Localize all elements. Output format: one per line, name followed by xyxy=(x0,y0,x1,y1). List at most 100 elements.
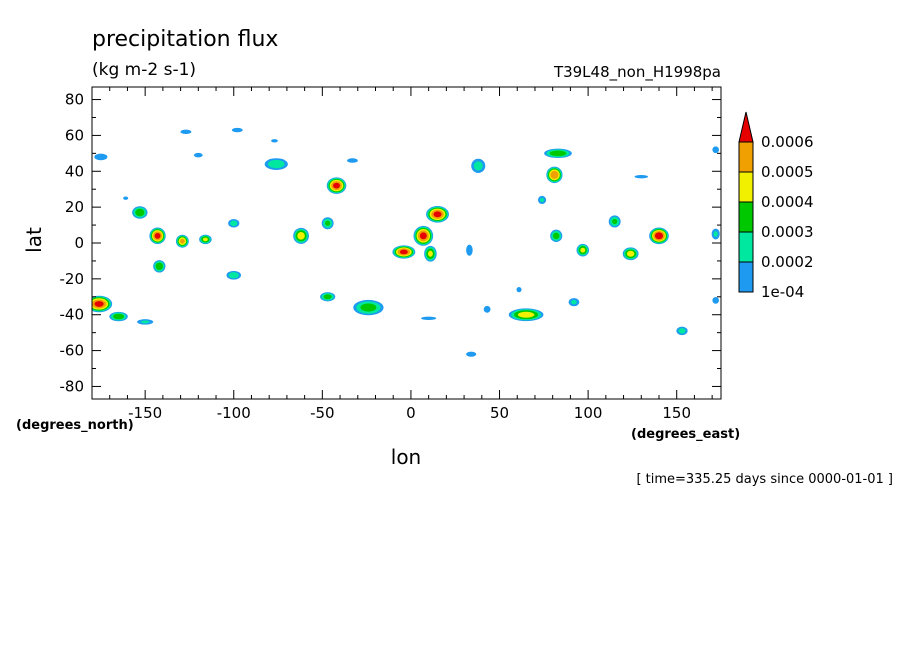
contour-level-1 xyxy=(94,153,108,161)
contour-level-1 xyxy=(421,316,437,321)
x-tick-label: -50 xyxy=(310,404,335,422)
contour-level-6 xyxy=(399,249,408,255)
contour-level-5 xyxy=(180,238,185,244)
contour-level-2 xyxy=(230,220,238,227)
precip-cell xyxy=(421,316,437,321)
precip-cell xyxy=(622,247,639,261)
colorbar-label: 1e-04 xyxy=(761,283,804,301)
precip-cell xyxy=(109,311,128,322)
precip-cell xyxy=(321,217,334,230)
contour-level-2 xyxy=(713,231,718,237)
contour-level-4 xyxy=(202,237,208,242)
precip-cell xyxy=(516,287,522,293)
contour-level-4 xyxy=(517,311,535,318)
contour-level-1 xyxy=(634,174,649,179)
precip-cell xyxy=(346,158,358,163)
precip-cell xyxy=(132,206,148,219)
colorbar-segment xyxy=(738,141,754,173)
precip-cell xyxy=(608,215,621,228)
precip-cell xyxy=(153,260,166,273)
contour-level-2 xyxy=(678,328,686,334)
precip-cell xyxy=(466,244,473,256)
colorbar-segment xyxy=(738,201,754,233)
colorbar-segment xyxy=(738,231,754,263)
contour-level-3 xyxy=(612,218,618,225)
precip-cell xyxy=(413,225,434,246)
time-label: [ time=335.25 days since 0000-01-01 ] xyxy=(636,472,893,487)
colorbar-segment xyxy=(738,171,754,203)
precip-cell xyxy=(353,299,384,316)
colorbar-label: 0.0003 xyxy=(761,223,814,241)
contour-level-3 xyxy=(323,294,332,300)
precip-cell xyxy=(471,158,486,174)
precip-cell xyxy=(123,196,129,200)
precip-cell xyxy=(483,305,491,313)
chart-units: (kg m-2 s-1) xyxy=(92,60,196,80)
precip-cell xyxy=(508,308,544,322)
precip-cell xyxy=(634,174,649,179)
precip-cell xyxy=(226,270,241,280)
colorbar-extend-arrow xyxy=(738,111,754,143)
x-tick-label: -150 xyxy=(128,404,162,422)
contour-level-1 xyxy=(466,351,477,357)
y-tick-label: 60 xyxy=(65,126,84,144)
x-axis-label: lon xyxy=(391,445,421,469)
contour-level-5 xyxy=(550,170,559,179)
precip-cell xyxy=(426,206,449,223)
contour-level-6 xyxy=(94,301,104,307)
x-tick-label: -100 xyxy=(217,404,251,422)
y-axis: 80 60 40 20 0 -20 -40 -60 -80 xyxy=(60,91,721,395)
contour-level-2 xyxy=(268,159,285,169)
precip-cell xyxy=(175,234,189,248)
precip-cell xyxy=(712,146,719,154)
contour-level-2 xyxy=(140,320,150,324)
contour-level-1 xyxy=(180,129,192,135)
contour-level-2 xyxy=(473,161,483,171)
contour-level-3 xyxy=(325,220,331,226)
precip-cell xyxy=(550,229,563,242)
contour-level-1 xyxy=(123,196,129,200)
contour-level-6 xyxy=(654,232,664,240)
contour-level-1 xyxy=(712,297,719,304)
y-tick-label: 0 xyxy=(74,234,84,252)
precip-cell xyxy=(424,245,437,262)
y-tick-label: -60 xyxy=(60,342,85,360)
contour-level-4 xyxy=(297,232,305,240)
x-tick-label: 100 xyxy=(574,404,603,422)
precip-cell xyxy=(199,234,212,245)
contour-level-1 xyxy=(712,146,719,154)
contour-level-1 xyxy=(483,305,491,313)
contour-level-2 xyxy=(571,300,577,305)
contour-level-1 xyxy=(466,244,473,256)
precip-cell xyxy=(326,177,347,194)
x-tick-label: 0 xyxy=(406,404,416,422)
contour-level-1 xyxy=(231,127,243,133)
precip-cell xyxy=(466,351,477,357)
contour-level-3 xyxy=(113,313,125,320)
y-axis-label: lat xyxy=(22,227,46,253)
precip-cell xyxy=(320,292,336,302)
y-tick-label: 20 xyxy=(65,198,84,216)
precip-cell xyxy=(544,148,572,159)
precip-cell xyxy=(392,245,416,259)
contour-level-6 xyxy=(333,182,340,189)
chart-title: precipitation flux xyxy=(92,27,278,52)
precip-cell xyxy=(576,243,590,257)
x-axis: -150 -100 -50 0 50 100 150 xyxy=(109,87,713,422)
x-tick-label: 50 xyxy=(490,404,509,422)
y-tick-label: 40 xyxy=(65,162,84,180)
contour-level-3 xyxy=(549,150,567,157)
precip-cell xyxy=(711,228,720,240)
contour-level-3 xyxy=(155,262,164,271)
precip-cell xyxy=(92,295,113,313)
y-tick-label: -80 xyxy=(60,377,85,395)
contour-level-1 xyxy=(271,139,278,143)
contour-level-1 xyxy=(346,158,358,163)
colorbar-label: 0.0002 xyxy=(761,253,814,271)
precip-cell xyxy=(271,139,278,143)
contour-level-2 xyxy=(539,197,545,203)
contour-level-6 xyxy=(433,211,442,218)
colorbar-label: 0.0004 xyxy=(761,193,814,211)
precip-cell xyxy=(264,158,288,170)
